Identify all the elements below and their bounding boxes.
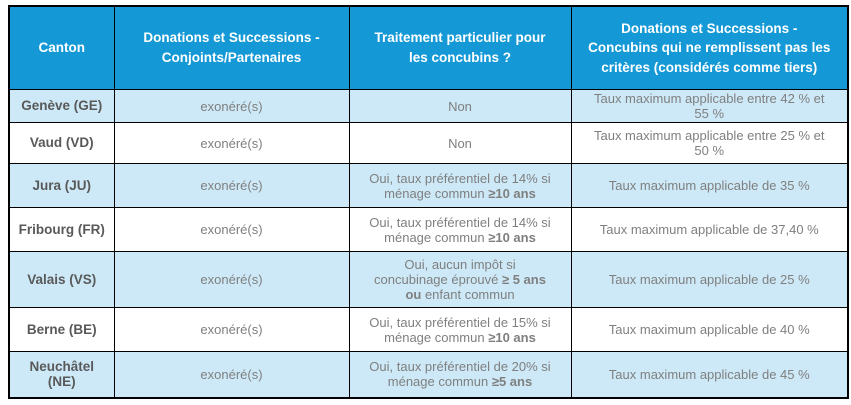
table-row-neuchatel: Neuchâtel (NE) exonéré(s) Oui, taux préfér… <box>8 351 849 399</box>
canton-cell: Vaud (VD) <box>8 122 115 165</box>
table-row-geneve: Genève (GE) exonéré(s) Non Taux maximum app… <box>8 88 849 124</box>
canton-cell: Genève (GE) <box>8 88 115 124</box>
traitement-segment: Oui, taux préférentiel de 14% si ménage … <box>369 170 551 201</box>
traitement-cell: Oui, taux préférentiel de 14% si ménage … <box>348 163 572 209</box>
conjoints-cell: exonéré(s) <box>113 207 350 253</box>
traitement-segment: Oui, taux préférentiel de 15% si ménage … <box>369 314 551 345</box>
canton-cell: Berne (BE) <box>8 307 115 353</box>
canton-cell: Valais (VS) <box>8 251 115 309</box>
conjoints-cell: exonéré(s) <box>113 307 350 353</box>
traitement-segment: ≥10 ans <box>488 229 536 245</box>
traitement-segment: Oui, aucun impôt si concubinage éprouvé <box>374 257 516 288</box>
table-row-fribourg: Fribourg (FR) exonéré(s) Oui, taux préfére… <box>8 207 849 253</box>
column-header-traitement: Traitement particulier pour les concubin… <box>348 5 572 90</box>
conjoints-cell: exonéré(s) <box>113 122 350 165</box>
table-row-vaud: Vaud (VD) exonéré(s) Non Taux maximum appli… <box>8 122 849 165</box>
traitement-segment: ≥10 ans <box>488 329 536 345</box>
table-row-berne: Berne (BE) exonéré(s) Oui, taux préférenti… <box>8 307 849 353</box>
traitement-segment: Oui, taux préférentiel de 20% si ménage … <box>369 359 551 390</box>
tiers-cell: Taux maximum applicable de 45 % <box>570 351 849 399</box>
table-row-valais: Valais (VS) exonéré(s) Oui, aucun impôt si… <box>8 251 849 309</box>
traitement-cell: Oui, taux préférentiel de 20% si ménage … <box>348 351 572 399</box>
traitement-cell: Oui, aucun impôt si concubinage éprouvé … <box>348 251 572 309</box>
column-header-tiers: Donations et Successions - Concubins qui… <box>570 5 849 90</box>
tiers-cell: Taux maximum applicable entre 25 % et 50… <box>570 122 849 165</box>
conjoints-cell: exonéré(s) <box>113 251 350 309</box>
traitement-segment: ≥5 ans <box>491 374 533 390</box>
canton-cell: Neuchâtel (NE) <box>8 351 115 399</box>
tiers-cell: Taux maximum applicable entre 42 % et 55… <box>570 88 849 124</box>
canton-cell: Fribourg (FR) <box>8 207 115 253</box>
column-header-canton: Canton <box>8 5 115 90</box>
cantonal-tax-table: Canton Donations et Successions - Conjoin… <box>8 5 849 399</box>
traitement-segment: ou <box>405 287 422 303</box>
header-row: Canton Donations et Successions - Conjoin… <box>8 5 849 90</box>
traitement-segment: ≥ 5 ans <box>501 272 546 288</box>
traitement-segment: ≥10 ans <box>488 185 536 201</box>
canton-cell: Jura (JU) <box>8 163 115 209</box>
tiers-cell: Taux maximum applicable de 35 % <box>570 163 849 209</box>
conjoints-cell: exonéré(s) <box>113 88 350 124</box>
tiers-cell: Taux maximum applicable de 25 % <box>570 251 849 309</box>
traitement-segment: Non <box>448 98 472 114</box>
conjoints-cell: exonéré(s) <box>113 163 350 209</box>
table-row-jura: Jura (JU) exonéré(s) Oui, taux préférentie… <box>8 163 849 209</box>
traitement-cell: Non <box>348 88 572 124</box>
tiers-cell: Taux maximum applicable de 37,40 % <box>570 207 849 253</box>
traitement-segment: Non <box>448 135 472 151</box>
traitement-cell: Non <box>348 122 572 165</box>
traitement-cell: Oui, taux préférentiel de 14% si ménage … <box>348 207 572 253</box>
traitement-segment: Oui, taux préférentiel de 14% si ménage … <box>369 214 551 245</box>
traitement-cell: Oui, taux préférentiel de 15% si ménage … <box>348 307 572 353</box>
conjoints-cell: exonéré(s) <box>113 351 350 399</box>
tiers-cell: Taux maximum applicable de 40 % <box>570 307 849 353</box>
traitement-segment: enfant commun <box>421 287 515 303</box>
column-header-conjoints: Donations et Successions - Conjoints/Par… <box>113 5 350 90</box>
